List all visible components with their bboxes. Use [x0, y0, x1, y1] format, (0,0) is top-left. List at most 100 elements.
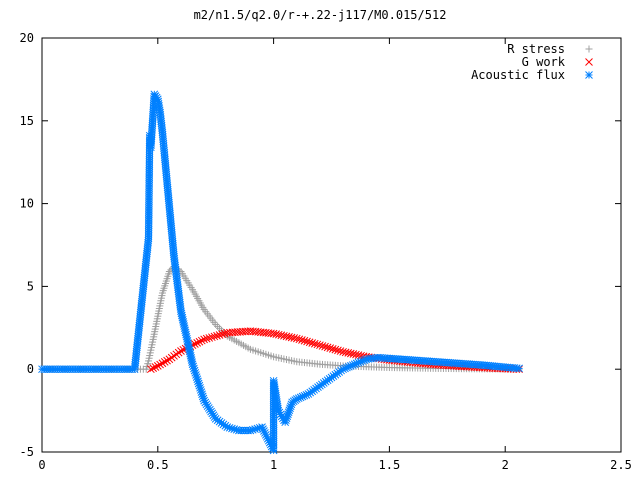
legend-label: G work	[522, 55, 566, 69]
y-tick-label: -5	[20, 445, 34, 459]
y-tick-label: 5	[27, 279, 34, 293]
marker-stroke	[326, 344, 335, 352]
marker-stroke	[328, 345, 337, 353]
marker-stroke	[321, 342, 329, 351]
marker-stroke	[303, 337, 311, 346]
marker-stroke	[218, 330, 226, 339]
marker-stroke	[215, 331, 224, 339]
data-point	[153, 362, 162, 370]
data-point	[323, 343, 332, 352]
marker-stroke	[193, 339, 202, 347]
marker-stroke	[310, 339, 319, 348]
plot-frame	[41, 37, 622, 453]
marker-stroke	[156, 360, 164, 369]
data-point	[160, 358, 169, 366]
marker-stroke	[231, 328, 239, 337]
data-point	[214, 322, 222, 330]
data-point	[151, 363, 160, 371]
series-r-stress	[38, 263, 523, 373]
data-point	[207, 333, 216, 342]
marker-stroke	[334, 346, 342, 355]
data-point	[205, 334, 214, 342]
marker-stroke	[295, 335, 304, 344]
marker-stroke	[298, 336, 306, 344]
data-point	[290, 334, 299, 342]
marker-stroke	[163, 356, 171, 365]
marker-stroke	[318, 342, 327, 350]
data-point	[328, 345, 337, 353]
data-point	[202, 334, 211, 343]
marker-stroke	[300, 336, 309, 345]
x-tick-labels: 0 0.5 1 1.5 2 2.5	[38, 458, 631, 472]
marker-stroke	[238, 327, 247, 336]
x-tick-label: 2.5	[610, 458, 632, 472]
legend-label: R stress	[507, 42, 565, 56]
marker-stroke	[205, 334, 214, 342]
series-layer	[38, 90, 523, 455]
data-point	[298, 336, 306, 344]
marker-stroke	[236, 327, 245, 336]
marker-stroke	[146, 365, 155, 374]
marker-stroke	[228, 328, 237, 337]
data-point	[331, 345, 340, 354]
legend-marker	[585, 71, 593, 79]
data-point	[316, 341, 324, 350]
data-point	[305, 338, 314, 347]
x-tick-label: 2	[502, 458, 509, 472]
marker-stroke	[223, 328, 232, 337]
x-tick-label: 1	[270, 458, 277, 472]
marker-stroke	[158, 359, 167, 368]
y-tick-label: 15	[20, 114, 34, 128]
data-point	[321, 342, 329, 351]
marker-stroke	[177, 347, 185, 355]
marker-stroke	[308, 339, 317, 347]
data-point	[210, 332, 219, 341]
marker-stroke	[210, 332, 219, 341]
marker-stroke	[220, 329, 229, 338]
marker-stroke	[585, 58, 593, 66]
marker-stroke	[151, 363, 160, 371]
data-point	[313, 340, 322, 349]
marker-stroke	[225, 328, 234, 337]
marker-stroke	[292, 334, 301, 343]
data-point	[515, 364, 523, 373]
data-point	[218, 330, 226, 339]
data-point	[310, 339, 319, 348]
marker-stroke	[153, 362, 162, 370]
marker-stroke	[207, 333, 216, 342]
marker-stroke	[202, 334, 211, 343]
data-point	[308, 339, 317, 347]
y-tick-label: 20	[20, 31, 34, 45]
marker-stroke	[585, 71, 593, 79]
x-tick-label: 0	[38, 458, 45, 472]
marker-stroke	[290, 334, 299, 342]
marker-stroke	[515, 364, 523, 373]
marker-stroke	[305, 338, 314, 347]
data-point	[326, 344, 335, 352]
data-point	[215, 331, 224, 339]
data-point	[177, 347, 185, 355]
data-point	[300, 336, 309, 345]
chart-title: m2/n1.5/q2.0/r-+.22-j117/M0.015/512	[194, 8, 447, 22]
marker-stroke	[213, 331, 221, 340]
x-tick-label: 0.5	[147, 458, 169, 472]
series-acoustic-flux	[38, 90, 523, 455]
data-point	[146, 365, 155, 374]
data-point	[200, 335, 208, 344]
y-tick-label: 0	[27, 362, 34, 376]
data-point	[292, 334, 301, 343]
marker-stroke	[200, 335, 208, 344]
y-tick-labels: -5 0 5 10 15 20	[20, 31, 34, 459]
legend-marker	[585, 58, 593, 66]
legend-marker	[585, 45, 593, 53]
marker-stroke	[336, 347, 345, 355]
axis-ticks	[41, 37, 622, 453]
data-point	[158, 359, 167, 368]
marker-stroke	[149, 364, 158, 372]
marker-stroke	[233, 328, 242, 336]
data-point	[295, 335, 304, 344]
data-point	[193, 339, 202, 347]
marker-stroke	[331, 345, 340, 354]
